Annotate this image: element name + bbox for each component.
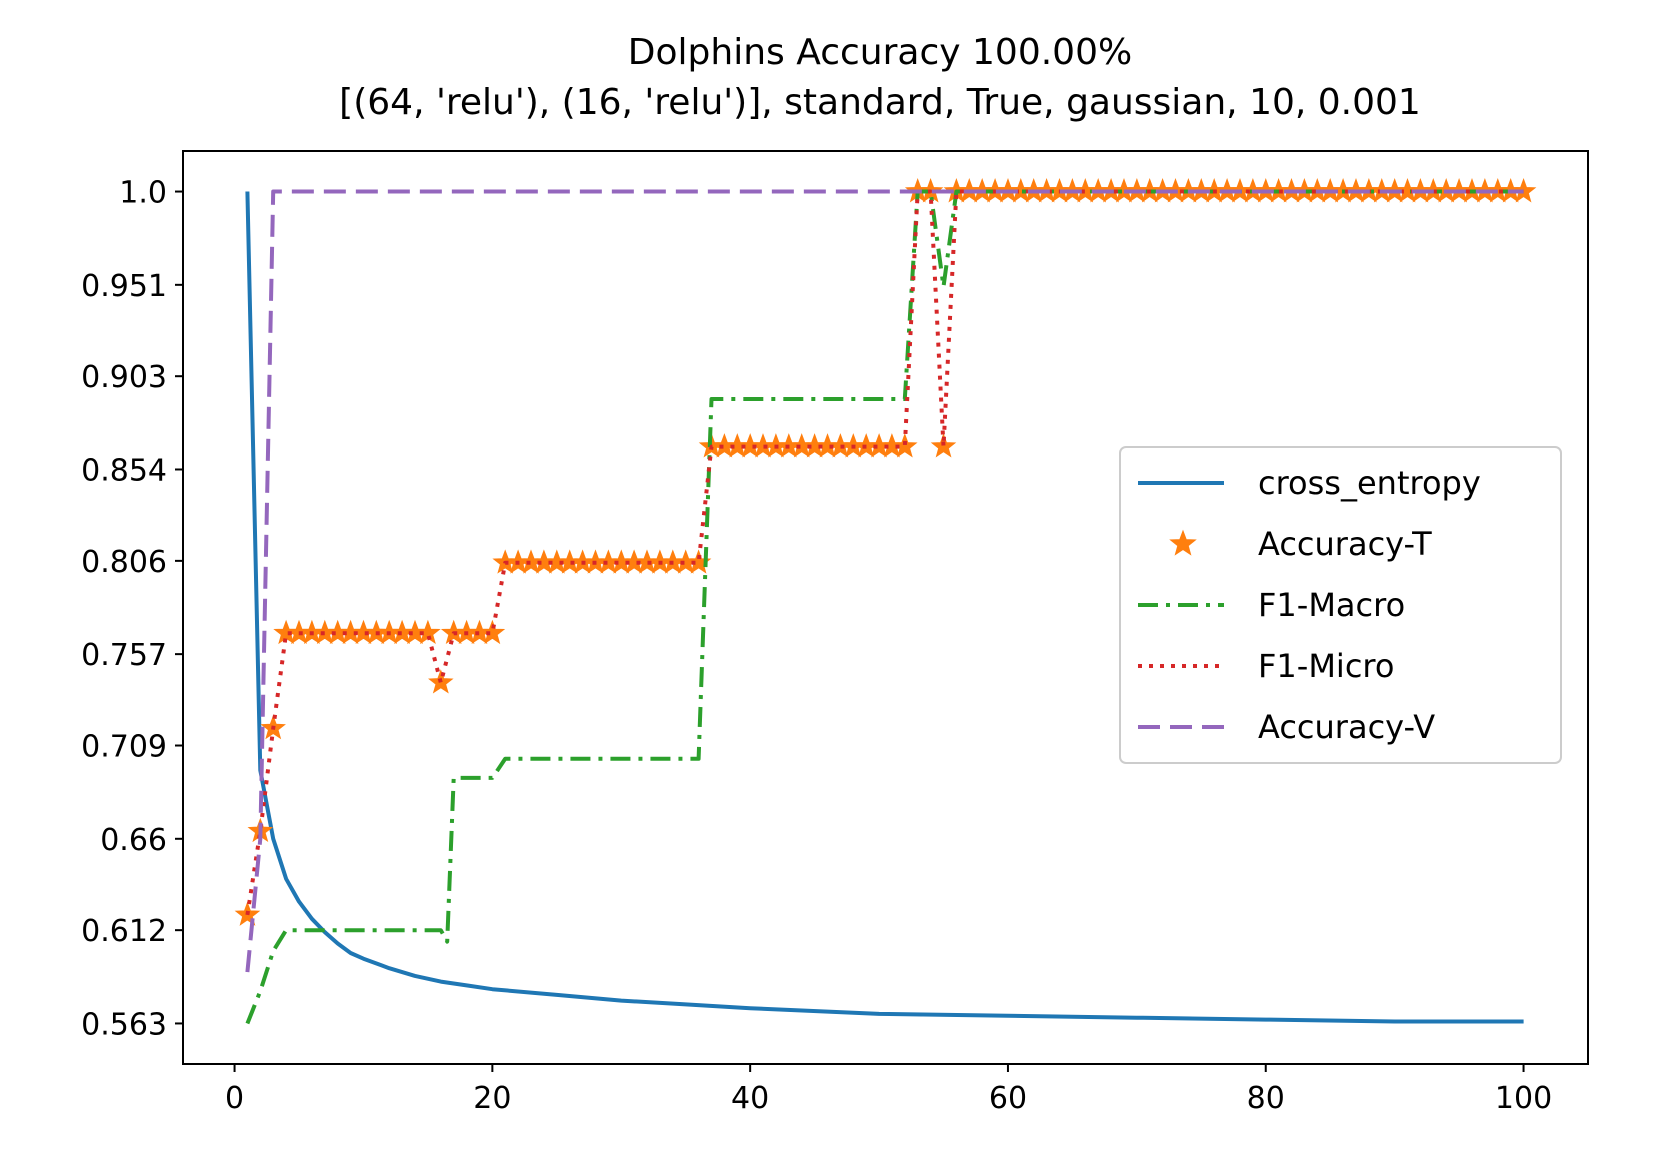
y-tick-label: 1.0	[119, 176, 167, 211]
legend-label: Accuracy-V	[1258, 708, 1435, 746]
x-tick-label: 100	[1495, 1081, 1552, 1116]
accuracy-t-point	[892, 433, 918, 458]
cross-entropy-line	[245, 191, 1524, 1024]
y-tick-label: 0.66	[100, 823, 167, 858]
x-tick-label: 80	[1247, 1081, 1285, 1116]
y-tick-label: 0.854	[81, 453, 167, 488]
legend-label: Accuracy-T	[1258, 525, 1432, 563]
axis-ticks: 0 20 40 60 80 100 0.563 0.612 0.66 0.709 0.757 0.80…	[81, 176, 1552, 1116]
f1-micro-line	[245, 189, 1524, 916]
x-tick-label: 0	[225, 1081, 244, 1116]
y-tick-label: 0.563	[81, 1007, 167, 1042]
y-tick-label: 0.709	[81, 730, 167, 765]
chart-title: Dolphins Accuracy 100.00%	[628, 32, 1132, 73]
axes-frame	[182, 150, 1589, 1065]
legend-label: F1-Micro	[1258, 647, 1394, 685]
plot-area	[234, 178, 1537, 1025]
chart-subtitle: [(64, 'relu'), (16, 'relu')], standard, …	[339, 82, 1421, 123]
accuracy-t-point	[479, 619, 506, 645]
y-tick-label: 0.612	[81, 914, 167, 949]
legend-label: cross_entropy	[1258, 464, 1481, 502]
accuracy-v-line	[245, 189, 1524, 973]
legend-box	[1119, 446, 1562, 764]
legend-label: F1-Macro	[1258, 586, 1405, 624]
y-tick-label: 0.951	[81, 269, 167, 304]
x-tick-label: 60	[989, 1081, 1027, 1116]
x-tick-label: 20	[473, 1081, 511, 1116]
accuracy-t-legend-marker	[1169, 529, 1197, 556]
x-tick-label: 40	[731, 1081, 769, 1116]
y-tick-label: 0.757	[81, 638, 167, 673]
f1-macro-line	[245, 189, 1524, 1025]
y-tick-label: 0.903	[81, 360, 167, 395]
y-tick-label: 0.806	[81, 545, 167, 580]
legend: cross_entropy Accuracy-T F1-Macro F1-Micro A…	[1119, 446, 1562, 764]
